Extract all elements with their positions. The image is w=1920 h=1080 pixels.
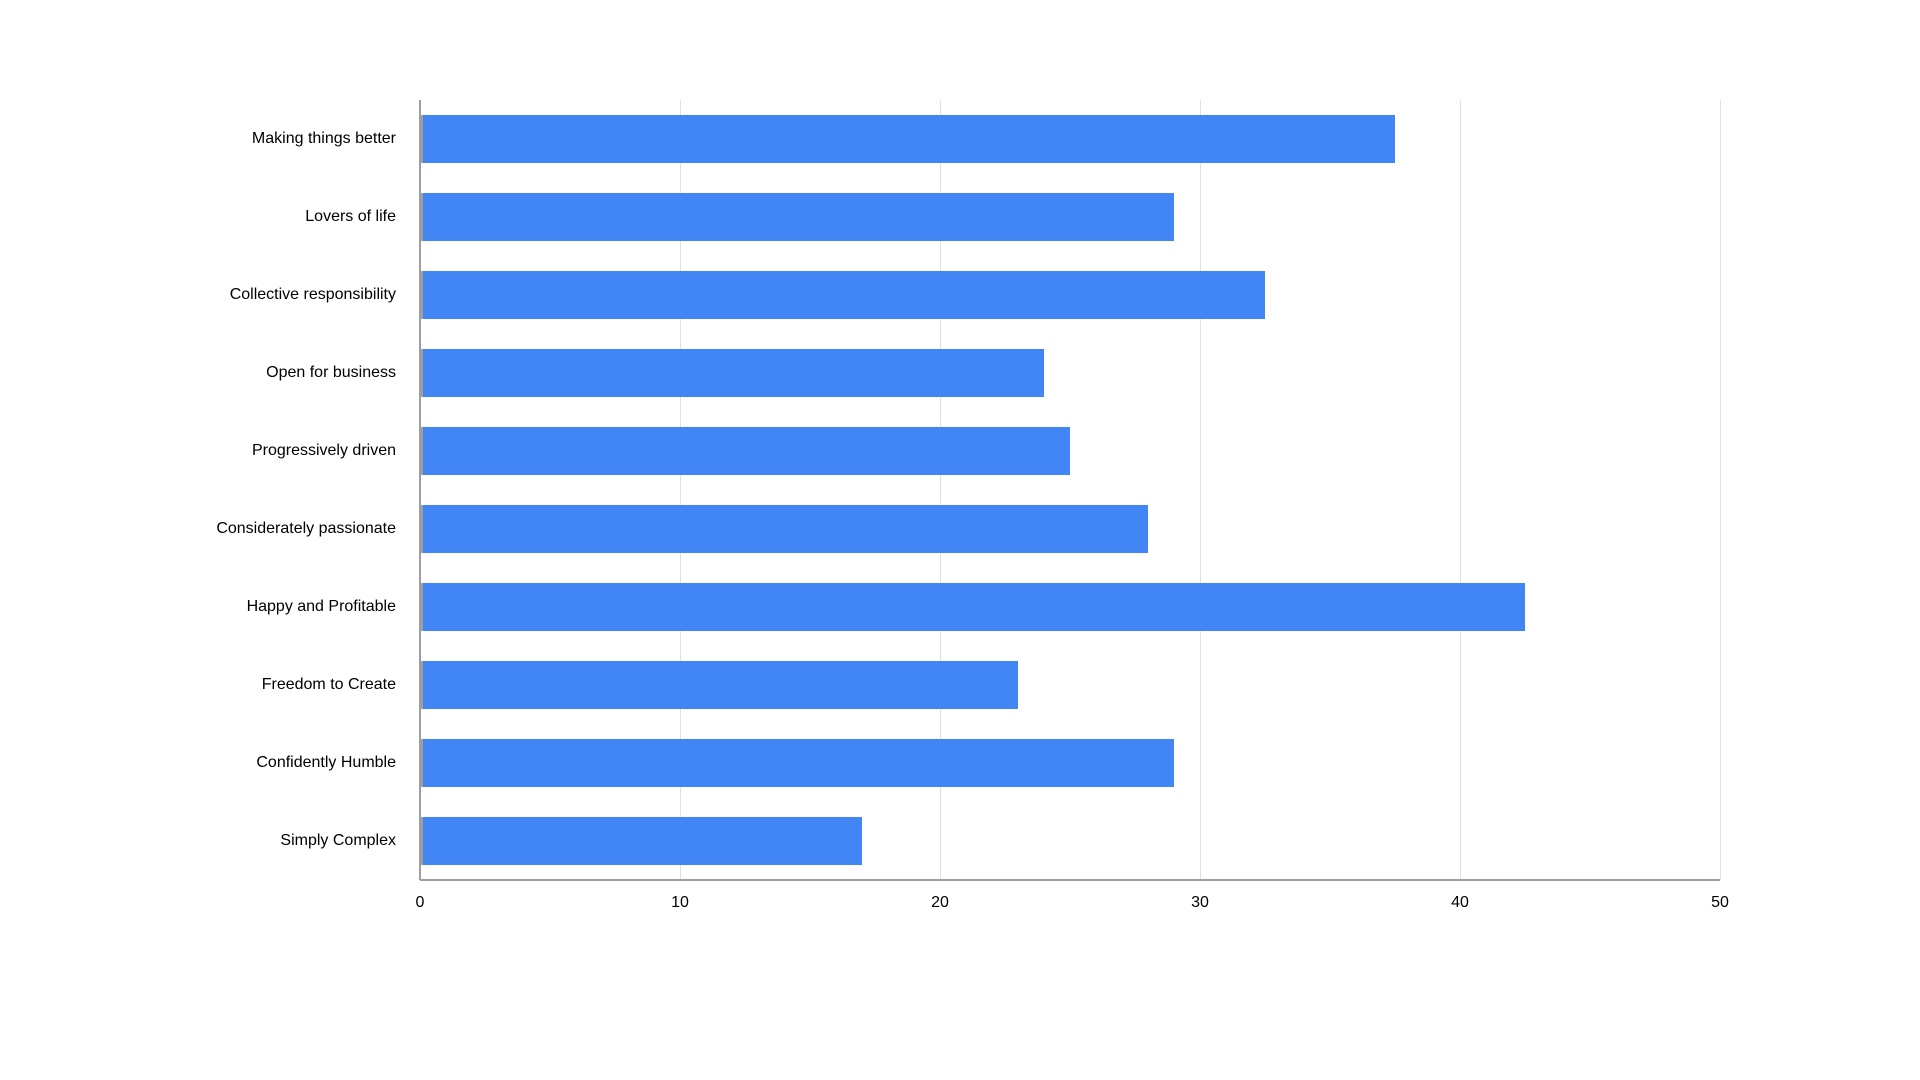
x-tick-label: 30 bbox=[1191, 894, 1209, 912]
bar bbox=[420, 661, 1018, 709]
y-tick-label: Open for business bbox=[266, 364, 396, 382]
bar bbox=[420, 427, 1070, 475]
y-tick-label: Freedom to Create bbox=[262, 676, 396, 694]
y-tick-label: Progressively driven bbox=[252, 442, 396, 460]
y-tick-label: Considerately passionate bbox=[216, 520, 396, 538]
x-tick-label: 0 bbox=[416, 894, 425, 912]
y-tick-label: Simply Complex bbox=[280, 832, 396, 850]
chart-stage: 0 10 20 30 40 50 Making things better Lovers of… bbox=[0, 0, 1920, 1080]
bar bbox=[420, 505, 1148, 553]
x-axis-line bbox=[420, 879, 1720, 881]
gridline bbox=[1200, 100, 1201, 880]
bar bbox=[420, 115, 1395, 163]
x-tick-label: 40 bbox=[1451, 894, 1469, 912]
bar bbox=[420, 349, 1044, 397]
y-tick-label: Collective responsibility bbox=[230, 286, 396, 304]
x-tick-label: 10 bbox=[671, 894, 689, 912]
bar bbox=[420, 739, 1174, 787]
gridline bbox=[1460, 100, 1461, 880]
y-tick-label: Lovers of life bbox=[305, 208, 396, 226]
plot-area: 01020304050Making things betterLovers of… bbox=[420, 100, 1720, 880]
x-tick-label: 50 bbox=[1711, 894, 1729, 912]
x-tick-label: 20 bbox=[931, 894, 949, 912]
chart-container: 01020304050Making things betterLovers of… bbox=[420, 100, 1720, 880]
bar bbox=[420, 271, 1265, 319]
bar bbox=[420, 583, 1525, 631]
bar bbox=[420, 193, 1174, 241]
y-axis-line bbox=[419, 100, 421, 880]
gridline bbox=[1720, 100, 1721, 880]
bar bbox=[420, 817, 862, 865]
y-tick-label: Confidently Humble bbox=[256, 754, 396, 772]
y-tick-label: Making things better bbox=[252, 130, 396, 148]
y-tick-label: Happy and Profitable bbox=[247, 598, 396, 616]
